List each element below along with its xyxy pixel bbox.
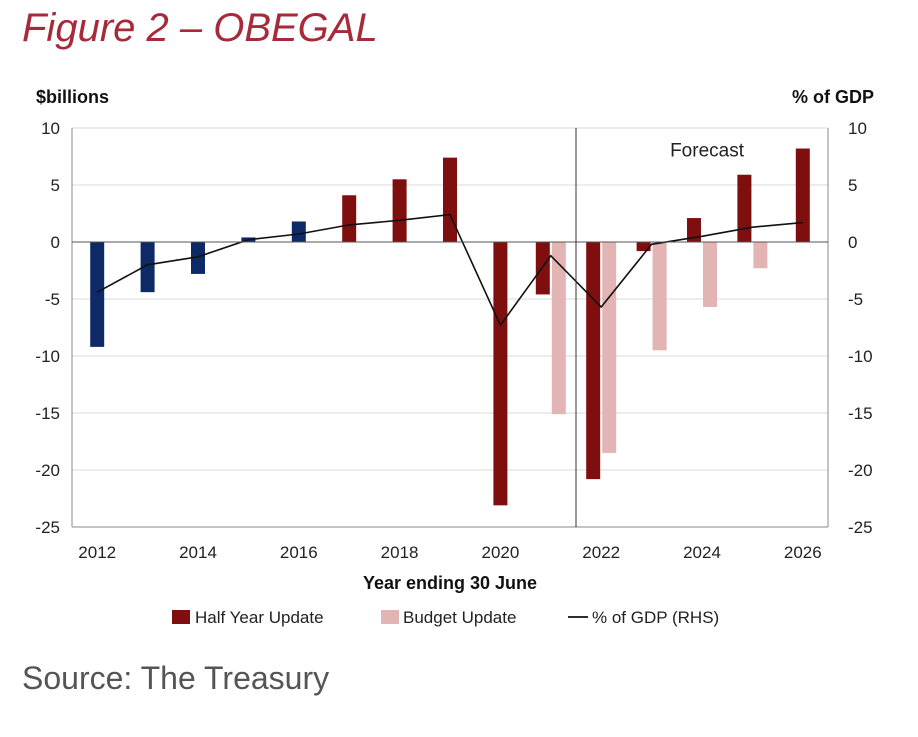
labels: 10 10 5 5 0 0 -5 -5 -10 -10 -15 -15 -20 -20 -25 -25 Fore… [35,87,874,593]
obegal-chart: 10 10 5 5 0 0 -5 -5 -10 -10 -15 -15 -20 -20 -25 -25 Fore… [35,87,874,627]
x-tick-label: 2026 [784,543,822,562]
y-tick-label-right: -5 [848,290,863,309]
legend-label-budget: Budget Update [403,608,516,627]
y-tick-label-right: 0 [848,233,857,252]
bar-budget-update-2025 [753,242,768,269]
bars [90,148,810,506]
y-tick-label-left: -20 [35,461,60,480]
legend-swatch-half-year [172,610,190,624]
y-tick-label-right: 10 [848,119,867,138]
legend-label-half-year: Half Year Update [195,608,324,627]
bar-half-year-update-2019 [443,157,457,242]
bar-actual-2014 [191,242,205,274]
bar-half-year-update-2017 [342,195,357,242]
legend-swatch-budget [381,610,399,624]
bar-actual-2012 [90,242,105,347]
y-axis-title-right: % of GDP [792,87,874,107]
bar-half-year-update-2026 [795,148,810,242]
forecast-annotation: Forecast [670,141,745,162]
y-tick-label-left: -10 [35,347,60,366]
bar-half-year-update-2021 [535,242,550,295]
gdp-line [96,213,803,327]
y-tick-label-left: -5 [45,290,60,309]
x-tick-label: 2022 [582,543,620,562]
bar-actual-2016 [291,221,306,242]
bar-actual-2013 [140,242,155,293]
gdp-line-series [96,213,803,327]
y-tick-label-left: 0 [51,233,60,252]
y-tick-label-right: -25 [848,518,873,537]
bar-half-year-update-2023 [636,242,651,252]
x-tick-label: 2012 [78,543,116,562]
y-tick-label-left: 10 [41,119,60,138]
legend-label-gdp: % of GDP (RHS) [592,608,719,627]
x-tick-label: 2016 [280,543,318,562]
y-axis-title-left: $billions [36,87,109,107]
bar-half-year-update-2018 [392,179,407,242]
bar-budget-update-2024 [703,242,717,307]
bar-half-year-update-2022 [586,242,601,480]
source-note: Source: The Treasury [22,660,330,696]
y-tick-label-left: -25 [35,518,60,537]
x-tick-label: 2018 [381,543,419,562]
y-tick-label-left: 5 [51,176,60,195]
bar-half-year-update-2024 [687,218,701,242]
axes [71,128,829,528]
y-tick-label-right: -15 [848,404,873,423]
y-tick-label-right: -10 [848,347,873,366]
y-tick-label-left: -15 [35,404,60,423]
bar-budget-update-2022 [602,242,617,453]
x-axis-title: Year ending 30 June [363,573,537,593]
bar-budget-update-2021 [551,242,566,415]
figure-title: Figure 2 – OBEGAL [22,6,378,50]
bar-half-year-update-2025 [737,174,752,242]
bar-budget-update-2023 [652,242,667,351]
y-tick-label-right: -20 [848,461,873,480]
y-tick-label-right: 5 [848,176,857,195]
bar-half-year-update-2020 [493,242,508,506]
x-tick-label: 2024 [683,543,721,562]
legend: Half Year Update Budget Update % of GDP (R… [172,608,719,627]
x-tick-label: 2014 [179,543,217,562]
x-tick-label: 2020 [481,543,519,562]
